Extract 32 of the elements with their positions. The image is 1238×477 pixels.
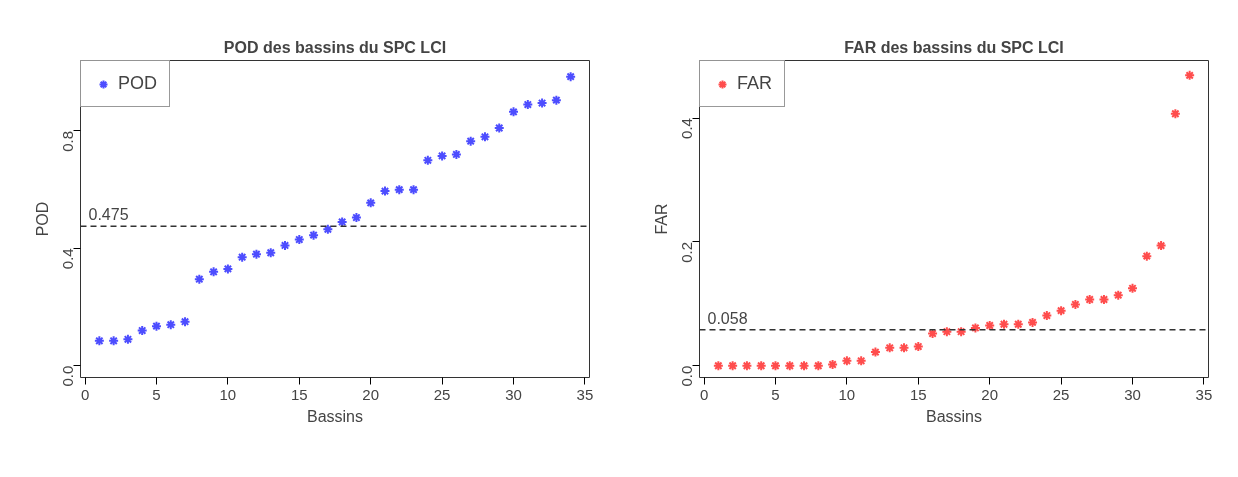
y-tick-label: 0.2 [678, 241, 696, 263]
legend-label: POD [118, 73, 158, 94]
x-tick-label: 35 [576, 385, 594, 403]
x-tick-label: 25 [1052, 385, 1070, 403]
x-axis-title: Bassins [306, 407, 364, 425]
chart-title: FAR des bassins du SPC LCI [844, 38, 1064, 56]
chart-title: POD des bassins du SPC LCI [223, 38, 447, 56]
y-axis-title: FAR [652, 203, 670, 235]
y-tick-label: 0.0 [59, 365, 77, 387]
x-tick-label: 0 [80, 385, 90, 403]
x-tick-label: 20 [981, 385, 999, 403]
x-tick-label: 10 [838, 385, 856, 403]
x-tick-label: 30 [1124, 385, 1141, 403]
y-tick-label: 0.4 [59, 248, 77, 270]
x-tick-label: 35 [1195, 385, 1213, 403]
x-tick-label: 15 [909, 385, 927, 403]
x-tick-label: 10 [219, 385, 237, 403]
x-tick-label: 20 [362, 385, 380, 403]
y-axis-title: POD [33, 201, 51, 237]
x-tick-label: 0 [699, 385, 709, 403]
ref-line-label: 0.058 [707, 309, 748, 327]
x-tick-label: 15 [290, 385, 308, 403]
ref-line-label: 0.475 [88, 206, 129, 224]
x-tick-label: 25 [433, 385, 451, 403]
x-tick-label: 5 [771, 385, 780, 403]
y-tick-label: 0.4 [678, 118, 696, 139]
x-tick-label: 5 [152, 385, 161, 403]
legend-label: FAR [737, 73, 773, 94]
x-tick-label: 30 [505, 385, 522, 403]
x-axis-title: Bassins [925, 407, 983, 425]
y-tick-label: 0.0 [678, 365, 696, 387]
y-tick-label: 0.8 [59, 130, 77, 152]
